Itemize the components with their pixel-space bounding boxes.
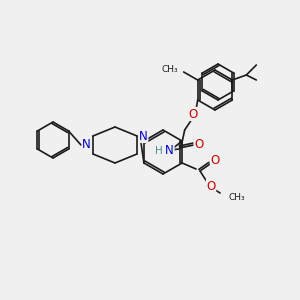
Text: O: O <box>206 179 216 193</box>
Text: H: H <box>155 146 163 156</box>
Text: N: N <box>165 145 174 158</box>
Text: O: O <box>188 107 197 121</box>
Text: N: N <box>82 139 91 152</box>
Text: CH₃: CH₃ <box>228 193 245 202</box>
Text: O: O <box>194 139 203 152</box>
Text: CH₃: CH₃ <box>161 65 178 74</box>
Text: N: N <box>139 130 148 142</box>
Text: O: O <box>210 154 220 166</box>
